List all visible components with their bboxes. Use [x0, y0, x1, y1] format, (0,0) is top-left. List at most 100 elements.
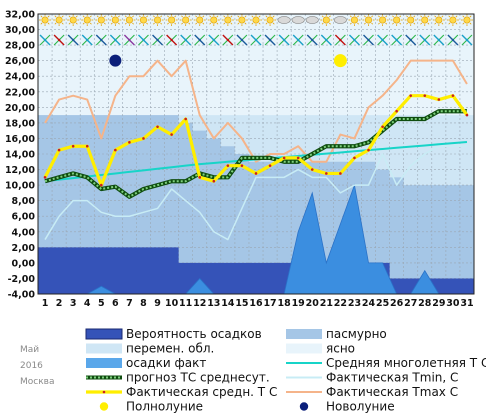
x-tick-label: 16: [249, 298, 263, 309]
sun-ray: [469, 22, 472, 25]
legend-label: Фактическая Tmin, C: [326, 371, 458, 385]
legend-label: перемен. обл.: [126, 342, 214, 356]
x-tick-label: 8: [140, 298, 147, 309]
actual-mean-point: [170, 133, 173, 136]
sun-ray: [160, 15, 163, 18]
x-tick-label: 10: [165, 298, 179, 309]
sun-ray: [202, 22, 205, 25]
sun-ray: [68, 22, 71, 25]
x-tick-label: 31: [460, 298, 473, 309]
actual-mean-point: [43, 176, 47, 179]
actual-mean-point: [423, 94, 427, 97]
legend-swatch: [85, 328, 123, 340]
plot-frame: [37, 13, 475, 295]
sun-ray: [138, 15, 141, 18]
wind-center-dot: [268, 38, 272, 42]
tmax-line: [44, 59, 468, 163]
sun-ray: [329, 22, 331, 25]
sun-ray: [174, 22, 177, 25]
actual-mean-point: [99, 183, 103, 187]
x-tick-label: 4: [84, 298, 91, 309]
corner-labels: Май 2016 Москва: [20, 345, 54, 387]
sun-ray: [427, 22, 430, 25]
sun-ray: [82, 22, 85, 25]
sun-ray: [68, 15, 71, 18]
sun-ray: [124, 22, 127, 25]
sun-icon: [69, 16, 77, 24]
sun-ray: [420, 15, 423, 18]
actual-mean-point: [325, 172, 328, 175]
x-tick-label: 11: [179, 298, 192, 309]
wind-center-dot: [128, 38, 131, 42]
sun-ray: [272, 22, 275, 25]
x-tick-label: 19: [292, 298, 305, 309]
sun-ray: [385, 15, 388, 18]
y-tick-label: 32,00: [5, 10, 35, 21]
sun-icon: [252, 16, 260, 24]
sun-ray: [61, 22, 64, 25]
wind-center-dot: [86, 38, 89, 42]
sun-ray: [146, 22, 149, 25]
y-tick-label: 20,00: [5, 103, 35, 114]
sun-ray: [349, 22, 352, 25]
actual-mean-point: [437, 98, 441, 101]
sun-icon: [449, 16, 457, 24]
x-tick-label: 6: [112, 298, 119, 309]
y-tick-label: 22,00: [5, 87, 35, 98]
sun-ray: [321, 22, 324, 25]
sun-ray: [209, 22, 212, 25]
sun-ray: [392, 15, 394, 18]
sun-ray: [124, 15, 127, 18]
sun-ray: [378, 22, 380, 25]
actual-mean-point: [339, 172, 342, 175]
axes: 32,0030,0028,0026,0024,0022,0020,0018,00…: [5, 10, 475, 309]
wind-center-dot: [423, 38, 426, 42]
wind-center-dot: [254, 38, 258, 42]
actual-mean-point: [128, 141, 131, 144]
sun-ray: [258, 15, 261, 18]
cloud-icon: [277, 16, 291, 24]
sun-icon: [350, 16, 358, 24]
sun-ray: [441, 15, 444, 18]
sun-ray: [469, 15, 472, 18]
sun-ray: [209, 15, 212, 18]
sun-icon: [379, 16, 387, 24]
wind-center-dot: [437, 38, 441, 42]
y-tick-label: -2,00: [8, 274, 36, 285]
legend-label: прогноз ТС среднесут.: [126, 371, 270, 385]
sun-icon: [182, 16, 190, 24]
wind-center-dot: [100, 38, 103, 42]
sun-ray: [54, 22, 57, 25]
sun-ray: [174, 15, 177, 18]
x-tick-label: 23: [348, 298, 361, 309]
sun-ray: [195, 15, 198, 18]
sun-ray: [118, 22, 120, 25]
sun-ray: [202, 15, 205, 18]
sun-ray: [89, 22, 92, 25]
wind-center-dot: [339, 38, 342, 42]
legend-label: осадки факт: [126, 356, 206, 370]
sun-ray: [216, 22, 219, 25]
actual-mean-point: [451, 94, 455, 97]
wind-center-dot: [240, 38, 244, 42]
wind-center-dot: [71, 38, 75, 42]
full-moon-marker: [333, 54, 347, 68]
sun-ray: [153, 15, 155, 18]
new-moon-marker: [109, 54, 122, 67]
wind-center-dot: [114, 38, 117, 42]
actual-mean-point: [85, 144, 89, 148]
actual-mean-point: [114, 148, 117, 152]
y-tick-label: -4,00: [8, 290, 36, 301]
sun-icon: [407, 16, 415, 24]
sun-ray: [434, 15, 437, 18]
x-tick-label: 7: [126, 298, 133, 309]
wind-center-dot: [226, 38, 230, 42]
sun-ray: [167, 15, 169, 18]
sun-icon: [97, 16, 105, 24]
sun-ray: [40, 15, 43, 18]
legend-swatch: [286, 343, 322, 354]
x-tick-label: 30: [446, 298, 460, 309]
actual-mean-point: [353, 156, 356, 160]
legend-swatch: [86, 343, 122, 354]
